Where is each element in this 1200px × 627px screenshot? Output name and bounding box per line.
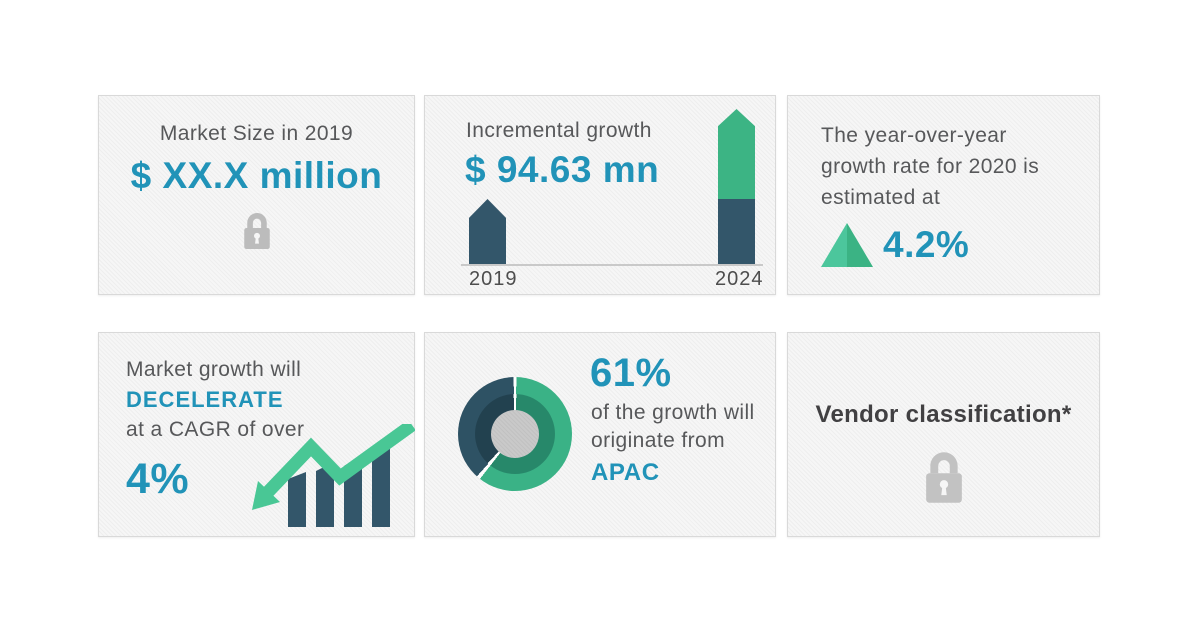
apac-line-1: of the growth will bbox=[591, 401, 755, 424]
bar-2024-base-segment bbox=[718, 199, 755, 264]
yoy-line-1: The year-over-year bbox=[821, 124, 1007, 147]
x-axis-label-2019: 2019 bbox=[469, 268, 518, 290]
donut-chart bbox=[458, 377, 572, 491]
declining-arrow-bar-chart-icon bbox=[250, 419, 416, 542]
card-yoy-growth: The year-over-year growth rate for 2020 … bbox=[787, 95, 1100, 295]
lock-icon bbox=[99, 212, 414, 255]
yoy-growth-value: 4.2% bbox=[883, 224, 970, 265]
lock-icon bbox=[788, 451, 1099, 509]
donut-inner-ring bbox=[475, 394, 555, 474]
donut-center-circle bbox=[491, 410, 539, 458]
cagr-line-2: at a CAGR of over bbox=[126, 418, 305, 441]
x-axis-label-2024: 2024 bbox=[715, 268, 764, 290]
card-regional-growth: 61% of the growth will originate from AP… bbox=[424, 332, 776, 537]
bar-2024-incremental-segment bbox=[718, 109, 755, 199]
x-axis-line bbox=[461, 264, 763, 266]
card-market-size: Market Size in 2019 $ XX.X million bbox=[98, 95, 415, 295]
card-incremental-growth: Incremental growth $ 94.63 mn 2019 2024 bbox=[424, 95, 776, 295]
cagr-highlight: DECELERATE bbox=[126, 387, 284, 412]
card-cagr: Market growth will DECELERATE at a CAGR … bbox=[98, 332, 416, 537]
apac-share-value: 61% bbox=[590, 351, 672, 395]
triangle-up-icon bbox=[821, 223, 873, 272]
bar-2024 bbox=[718, 109, 755, 264]
cagr-value: 4% bbox=[126, 455, 190, 503]
cagr-line-1: Market growth will bbox=[126, 358, 302, 381]
incremental-growth-title: Incremental growth bbox=[466, 119, 652, 142]
apac-region-label: APAC bbox=[591, 459, 660, 486]
card-vendor-classification: Vendor classification* bbox=[787, 332, 1100, 537]
yoy-growth-text: The year-over-year growth rate for 2020 … bbox=[821, 120, 1039, 213]
apac-line-2: originate from bbox=[591, 429, 725, 452]
market-size-title: Market Size in 2019 bbox=[159, 122, 354, 145]
market-size-value: $ XX.X million bbox=[130, 155, 383, 196]
vendor-classification-title: Vendor classification* bbox=[815, 401, 1072, 428]
yoy-line-3: estimated at bbox=[821, 186, 941, 209]
yoy-line-2: growth rate for 2020 is bbox=[821, 155, 1040, 178]
incremental-growth-value: $ 94.63 mn bbox=[465, 149, 660, 190]
bar-2019 bbox=[469, 199, 506, 264]
